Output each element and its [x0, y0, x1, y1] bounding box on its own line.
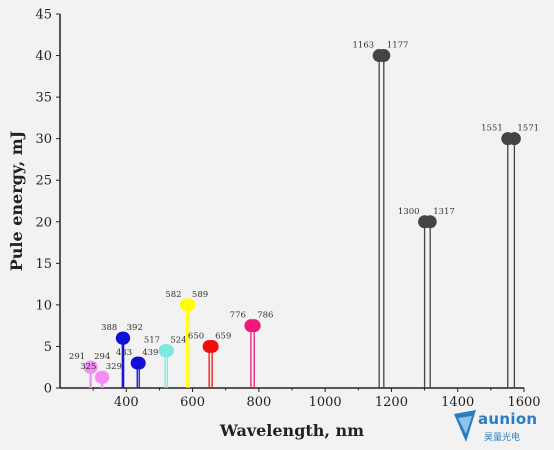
y-tick-label: 10 [35, 298, 52, 313]
data-label: 524 [170, 336, 186, 346]
y-tick-label: 15 [35, 257, 52, 272]
y-tick-label: 20 [35, 215, 52, 230]
data-label: 776 [230, 311, 246, 321]
x-tick-label: 800 [246, 395, 271, 410]
data-label: 1551 [481, 124, 503, 134]
data-point [247, 319, 261, 333]
aunion-logo-icon [454, 410, 476, 442]
data-group-8: 1163 1177 [353, 41, 409, 388]
y-tick-label: 5 [44, 340, 52, 355]
data-label: 1163 [353, 41, 375, 51]
data-point [182, 298, 196, 312]
x-tick-label: 1400 [441, 395, 474, 410]
y-axis-title: Pule energy, mJ [7, 131, 26, 272]
y-tick-label: 35 [35, 91, 52, 106]
y-tick-label: 45 [35, 8, 52, 23]
data-point [507, 132, 521, 146]
y-tick-label: 30 [35, 132, 52, 147]
x-tick-label: 1000 [309, 395, 342, 410]
x-tick-label: 1600 [507, 395, 540, 410]
y-tick-label: 0 [44, 382, 52, 397]
data-label: 659 [215, 331, 231, 341]
logo-subtitle: 昊量光电 [484, 433, 521, 443]
data-group-3: 433 439 [116, 348, 158, 388]
data-label: 582 [165, 290, 181, 300]
data-group-1: 325 329 [80, 362, 122, 388]
data-point [160, 344, 174, 358]
x-tick-label: 1200 [375, 395, 408, 410]
data-group-9: 1300 1317 [398, 207, 455, 388]
data-label: 439 [142, 348, 158, 358]
data-point [423, 215, 437, 229]
x-tick-label: 600 [180, 395, 205, 410]
y-tick-label: 40 [35, 49, 52, 64]
data-point [96, 370, 110, 384]
data-label: 325 [80, 362, 96, 372]
data-label: 294 [94, 352, 110, 362]
data-label: 589 [192, 290, 208, 300]
data-label: 1300 [398, 207, 420, 217]
data-label: 388 [101, 323, 117, 333]
data-group-7: 776 786 [230, 311, 273, 388]
data-label: 329 [106, 362, 122, 372]
data-label: 1571 [517, 124, 539, 134]
x-axis-title: Wavelength, nm [219, 421, 364, 440]
x-tick-label: 400 [114, 395, 139, 410]
data-point [377, 49, 391, 63]
data-group-0: 291 294 [69, 352, 110, 388]
data-label: 1317 [433, 207, 455, 217]
data-label: 650 [188, 331, 204, 341]
data-label: 392 [127, 323, 143, 333]
axes: 0 5 10 15 20 25 30 35 40 45 400 600 800 1000 1200 1400 1… [35, 8, 540, 411]
data-label: 517 [144, 336, 160, 346]
data-group-5: 582 589 [165, 290, 208, 388]
data-group-10: 1551 1571 [481, 124, 539, 388]
data-label: 291 [69, 352, 85, 362]
data-point [132, 356, 146, 370]
logo-text: aunion [478, 410, 538, 428]
data-group-2: 388 392 [101, 323, 143, 388]
data-group-4: 517 524 [144, 336, 187, 388]
data-label: 1177 [387, 41, 409, 51]
data-point [205, 339, 219, 353]
y-tick-label: 25 [35, 174, 52, 189]
data-group-6: 650 659 [188, 331, 231, 388]
data-point [117, 331, 131, 345]
data-point [84, 360, 98, 374]
data-label: 433 [116, 348, 132, 358]
data-label: 786 [257, 311, 273, 321]
